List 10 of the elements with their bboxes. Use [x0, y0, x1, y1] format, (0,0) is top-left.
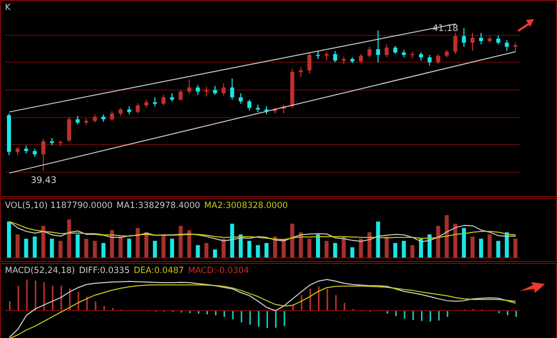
annotation: 41.18	[432, 24, 458, 34]
series-label: DEA:0.0487	[134, 266, 184, 276]
text: MA2:3008328.0000	[204, 201, 288, 211]
annotation: 39.43	[30, 176, 57, 186]
chart-title: MACD(52,24,18)	[5, 266, 75, 276]
text: MA1:3382978.4000	[116, 201, 200, 211]
series-label: DIFF:0.0335	[78, 266, 130, 276]
text: MACD:-0.0304	[188, 266, 250, 276]
chart-title: VOL(5,10) 1187790.0000	[5, 201, 113, 211]
chart-title: K	[5, 3, 11, 13]
